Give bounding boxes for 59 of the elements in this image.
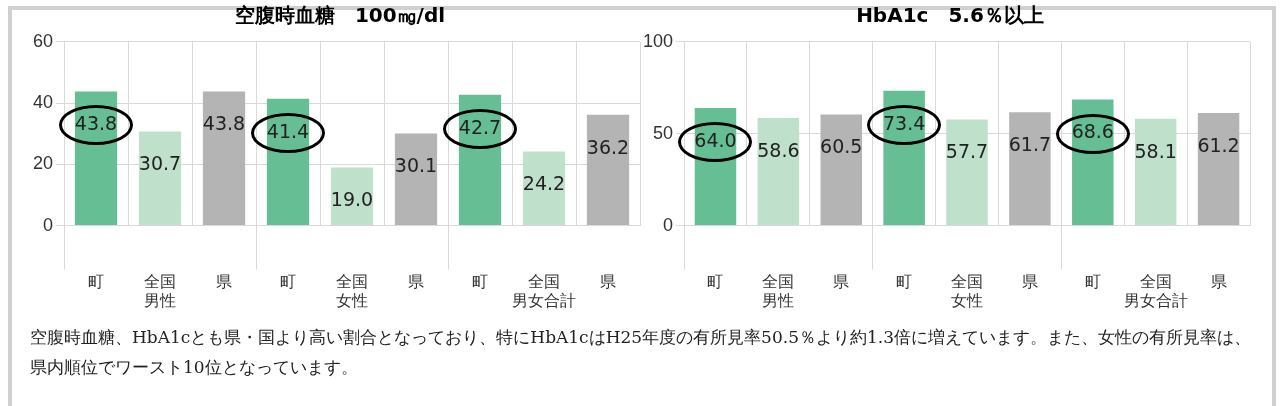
text: 空腹時血糖、HbA1cとも県・国より高い割合となっており、特にHbA1cはH25年度の有所見率50.5％より約1.3倍に増えています。また、女性の有所見率は、県内順位でワースト10位となっています。 [30,326,1252,379]
x-tick-label: 県 [216,272,233,290]
y-tick-label: 0 [663,214,674,235]
data-label: 61.2 [1197,134,1240,157]
bar [820,114,862,226]
y-tick-label: 20 [32,153,54,174]
data-label: 64.0 [694,128,737,151]
y-tick-label: 100 [642,30,674,51]
x-tick-label: 町 [280,272,297,290]
x-tick-label: 町 [707,272,724,290]
y-tick-label: 50 [653,122,674,143]
x-tick-label: 全国男女合計 [512,272,576,309]
chart-title: 空腹時血糖 100㎎/dl [233,2,447,29]
bar [330,167,374,226]
bar [757,117,800,226]
x-tick-label: 県 [833,272,850,290]
data-label: 19.0 [330,188,374,211]
data-label: 60.5 [820,135,863,158]
x-tick-label: 全国男女合計 [1123,272,1188,309]
data-label: 30.7 [138,152,182,175]
bar [883,90,925,226]
data-label: 43.8 [74,112,118,135]
x-tick-label: 県 [408,272,425,290]
data-label: 61.7 [1008,133,1052,156]
x-tick-label: 全国女性 [951,272,984,309]
bar [1197,113,1240,226]
data-label: 58.6 [757,138,800,161]
x-tick-label: 県 [600,272,616,290]
y-tick-label: 40 [32,92,54,113]
data-label: 30.1 [394,154,438,177]
data-label: 43.8 [202,112,246,135]
chart-title: HbA1c 5.6％以上 [855,2,1045,29]
data-label: 57.7 [945,140,989,163]
bar [1009,112,1051,226]
x-tick-label: 町 [896,272,913,290]
x-tick-label: 全国女性 [336,272,369,309]
x-tick-label: 町 [472,272,489,290]
data-label: 42.7 [458,115,502,138]
bar [202,91,246,226]
x-tick-label: 町 [88,272,105,290]
bar [586,114,630,226]
x-tick-label: 県 [1210,272,1227,290]
y-tick-label: 60 [32,30,54,51]
bar [946,119,988,226]
data-label: 41.4 [266,119,310,142]
data-label: 58.1 [1134,139,1177,162]
data-label: 36.2 [586,135,630,158]
x-tick-label: 全国男性 [144,272,177,309]
bar [138,131,182,226]
data-label: 73.4 [882,111,926,134]
x-tick-label: 全国男性 [762,272,795,309]
data-label: 68.6 [1071,120,1114,143]
bar [394,133,438,226]
y-tick-label: 0 [43,214,54,235]
bar [1134,118,1177,226]
data-label: 24.2 [522,172,566,195]
x-tick-label: 県 [1021,272,1038,290]
bar [522,151,566,226]
x-tick-label: 町 [1084,272,1101,290]
